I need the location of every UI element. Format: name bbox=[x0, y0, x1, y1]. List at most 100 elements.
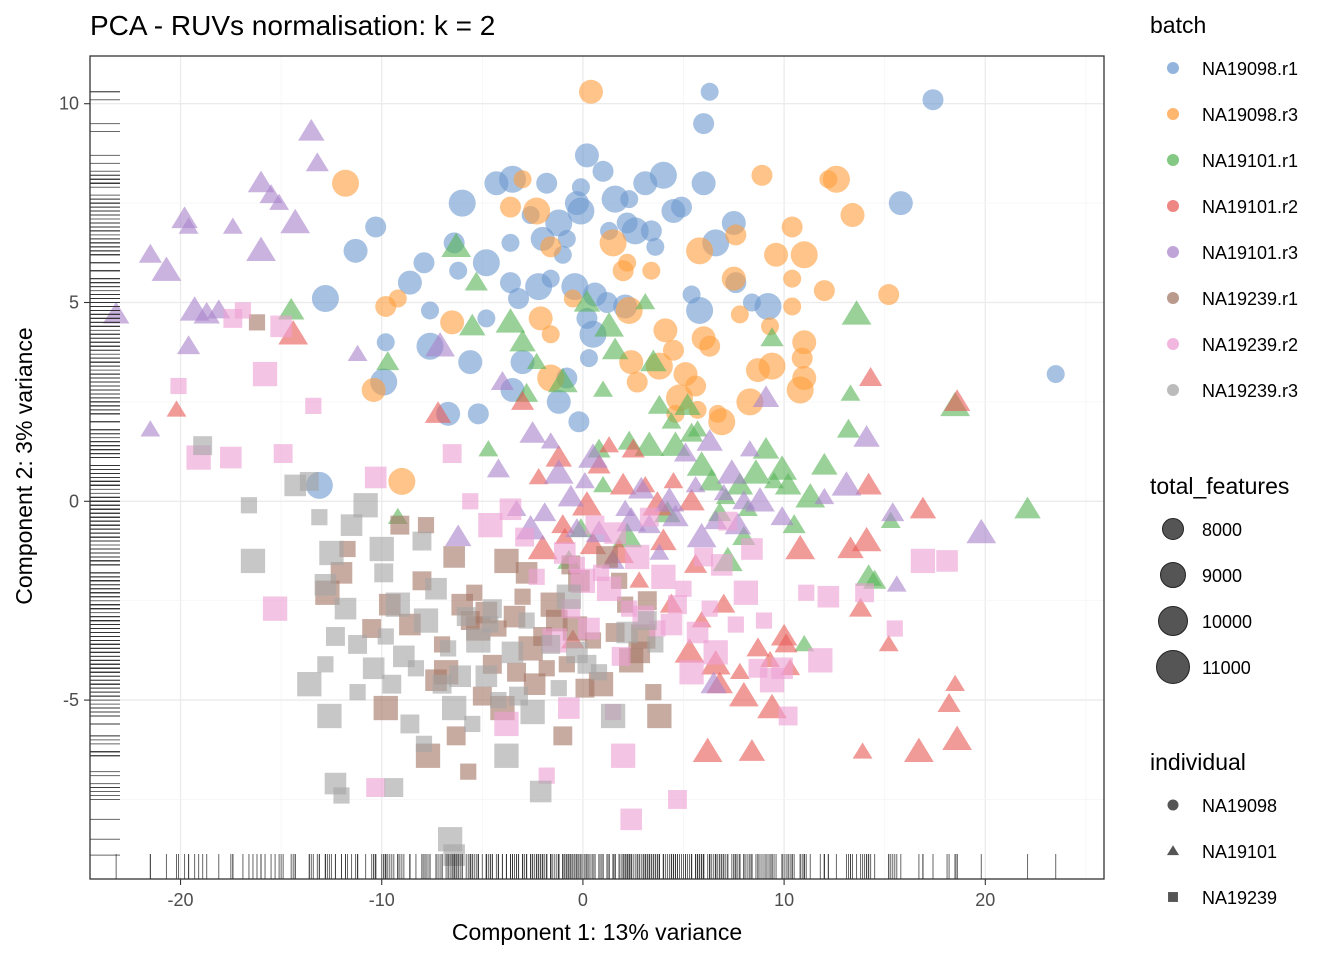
data-point bbox=[596, 546, 618, 568]
data-point bbox=[770, 506, 794, 526]
data-point bbox=[621, 438, 645, 458]
rug-marks bbox=[90, 91, 1057, 879]
data-point bbox=[166, 400, 187, 417]
data-point bbox=[472, 249, 500, 277]
data-point bbox=[694, 547, 714, 567]
data-point bbox=[486, 458, 510, 478]
data-point bbox=[635, 293, 656, 310]
batch-legend-label: NA19239.r2 bbox=[1202, 335, 1298, 355]
data-point bbox=[519, 421, 546, 443]
data-point bbox=[536, 172, 558, 194]
data-point bbox=[400, 714, 420, 734]
data-point bbox=[604, 522, 626, 544]
data-point bbox=[528, 306, 553, 331]
data-point bbox=[645, 684, 662, 701]
data-point bbox=[347, 344, 368, 361]
data-point bbox=[193, 436, 213, 456]
data-point bbox=[691, 171, 716, 196]
data-point bbox=[441, 232, 472, 258]
data-point bbox=[937, 693, 961, 713]
data-point bbox=[240, 497, 258, 514]
data-point bbox=[848, 597, 873, 617]
data-point bbox=[311, 509, 328, 526]
data-point bbox=[855, 583, 875, 603]
data-point bbox=[910, 548, 936, 574]
data-point bbox=[449, 261, 468, 280]
data-point bbox=[596, 576, 622, 601]
data-point bbox=[527, 534, 558, 560]
data-point bbox=[495, 308, 526, 333]
data-point bbox=[851, 526, 882, 552]
data-point bbox=[361, 377, 386, 402]
data-point bbox=[376, 333, 395, 352]
data-point bbox=[541, 325, 560, 344]
chart-title: PCA - RUVs normalisation: k = 2 bbox=[90, 10, 495, 41]
data-point bbox=[678, 488, 705, 511]
data-point bbox=[334, 597, 357, 620]
data-point bbox=[698, 468, 725, 491]
data-point bbox=[686, 451, 717, 476]
data-point bbox=[462, 493, 479, 510]
data-point bbox=[317, 703, 342, 729]
data-point bbox=[593, 380, 613, 397]
data-point bbox=[794, 634, 815, 652]
data-point bbox=[774, 633, 798, 653]
data-point bbox=[248, 314, 266, 331]
data-point bbox=[808, 648, 833, 673]
batch-legend-label: NA19101.r1 bbox=[1202, 151, 1298, 171]
data-point bbox=[662, 504, 689, 527]
data-point bbox=[494, 711, 519, 737]
data-point bbox=[878, 284, 900, 306]
data-point bbox=[364, 466, 387, 489]
data-point bbox=[444, 524, 472, 547]
data-point bbox=[647, 394, 671, 414]
data-point bbox=[945, 674, 966, 691]
data-point bbox=[601, 185, 629, 213]
data-point bbox=[752, 385, 780, 407]
data-point bbox=[578, 617, 600, 640]
batch-legend-key bbox=[1167, 246, 1179, 258]
shape-legend-label: NA19101 bbox=[1202, 842, 1277, 862]
data-point bbox=[449, 665, 471, 688]
batch-legend-label: NA19239.r3 bbox=[1202, 381, 1298, 401]
data-point bbox=[712, 593, 736, 613]
data-point bbox=[490, 691, 507, 709]
data-point bbox=[783, 269, 802, 288]
data-point bbox=[599, 229, 627, 257]
data-point bbox=[741, 459, 771, 484]
data-point bbox=[618, 253, 637, 272]
data-point bbox=[668, 790, 687, 809]
data-point bbox=[546, 389, 571, 414]
data-point bbox=[1014, 496, 1041, 519]
data-point bbox=[397, 270, 422, 295]
data-point bbox=[464, 715, 481, 733]
data-point bbox=[620, 808, 643, 831]
data-point bbox=[533, 502, 557, 522]
data-point bbox=[700, 671, 727, 694]
data-point bbox=[679, 660, 704, 685]
data-point bbox=[362, 657, 385, 680]
data-point bbox=[501, 641, 524, 664]
data-point bbox=[482, 616, 499, 633]
data-point bbox=[837, 536, 864, 559]
data-point bbox=[730, 305, 749, 324]
data-point bbox=[699, 335, 721, 357]
data-point bbox=[611, 646, 631, 666]
data-point bbox=[557, 229, 576, 248]
data-point bbox=[673, 442, 698, 462]
data-point bbox=[319, 540, 344, 566]
data-point bbox=[701, 600, 718, 617]
data-point bbox=[374, 563, 394, 583]
x-axis-title: Component 1: 13% variance bbox=[452, 919, 742, 945]
data-point bbox=[685, 475, 706, 493]
individual-legend: individual NA19098 NA19101 NA19239 bbox=[1150, 749, 1277, 908]
data-point bbox=[298, 118, 325, 141]
data-point bbox=[739, 440, 760, 457]
data-point bbox=[727, 616, 744, 633]
data-point bbox=[178, 217, 199, 234]
data-point bbox=[752, 437, 780, 459]
data-point bbox=[464, 271, 488, 291]
data-point bbox=[725, 224, 747, 246]
batch-legend-key bbox=[1167, 292, 1179, 304]
